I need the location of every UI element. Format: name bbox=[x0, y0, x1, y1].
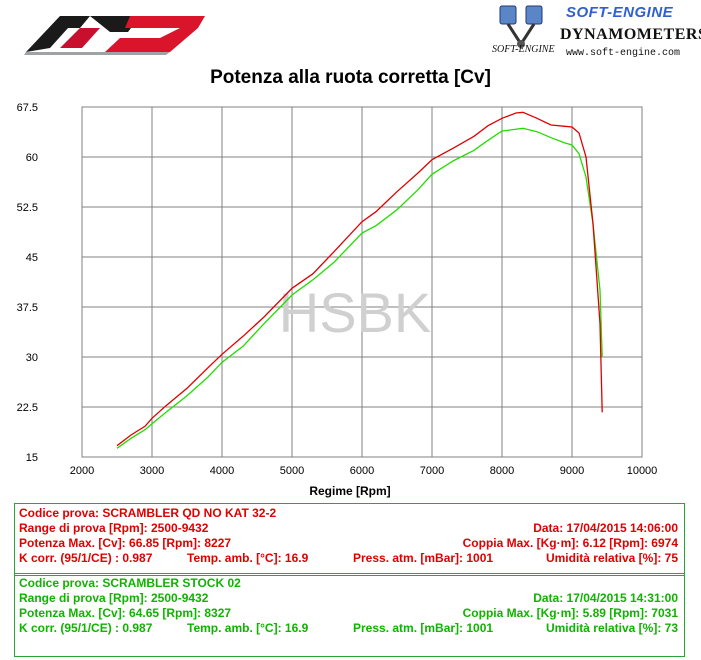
test-max-power: Potenza Max. [Cv]: 64.65 [Rpm]: 8327 bbox=[19, 606, 232, 620]
x-tick-label: 7000 bbox=[420, 465, 444, 477]
x-tick-label: 2000 bbox=[70, 465, 94, 477]
test-humidity: Umidità relativa [%]: 73 bbox=[545, 621, 678, 635]
qd-exhaust-logo bbox=[24, 16, 205, 55]
brand-subtitle: DYNAMOMETERS bbox=[560, 26, 701, 43]
series-line-2 bbox=[116, 127, 603, 449]
soft-engine-logo bbox=[499, 5, 543, 48]
test-max-torque: Coppia Max. [Kg·m]: 6.12 [Rpm]: 6974 bbox=[462, 536, 678, 550]
x-axis-ticks: 2000 3000 4000 5000 6000 7000 8000 9000 10000 bbox=[70, 465, 658, 477]
test-temp: Temp. amb. [°C]: 16.9 bbox=[187, 621, 309, 635]
y-tick-label: 60 bbox=[26, 152, 38, 164]
piston-icon bbox=[499, 5, 543, 48]
test-code: Codice prova: SCRAMBLER QD NO KAT 32-2 bbox=[19, 506, 277, 520]
y-axis-ticks: 15 22.5 30 37.5 45 52.5 60 67.5 bbox=[17, 102, 38, 464]
test-k-corr: K corr. (95/1/CE) : 0.987 bbox=[19, 621, 153, 635]
x-tick-label: 4000 bbox=[210, 465, 234, 477]
y-tick-label: 22.5 bbox=[17, 402, 38, 414]
x-tick-label: 9000 bbox=[560, 465, 584, 477]
test-info-panel-2: Codice prova: SCRAMBLER STOCK 02 Range d… bbox=[14, 573, 685, 657]
test-date: Data: 17/04/2015 14:31:00 bbox=[533, 591, 678, 605]
brand-name: SOFT-ENGINE bbox=[566, 4, 674, 21]
y-tick-label: 15 bbox=[26, 452, 38, 464]
test-code: Codice prova: SCRAMBLER STOCK 02 bbox=[19, 576, 241, 590]
y-tick-label: 30 bbox=[26, 352, 38, 364]
y-tick-label: 67.5 bbox=[17, 102, 38, 114]
test-pressure: Press. atm. [mBar]: 1001 bbox=[353, 551, 494, 565]
test-info-panel-1: Codice prova: SCRAMBLER QD NO KAT 32-2 R… bbox=[14, 503, 685, 576]
y-tick-label: 37.5 bbox=[17, 302, 38, 314]
series-lines bbox=[116, 111, 603, 449]
grid bbox=[81, 106, 643, 458]
y-tick-label: 52.5 bbox=[17, 202, 38, 214]
series-line-1 bbox=[116, 111, 603, 447]
x-axis-label: Regime [Rpm] bbox=[309, 484, 390, 498]
test-range: Range di prova [Rpm]: 2500-9432 bbox=[19, 521, 209, 535]
x-tick-label: 10000 bbox=[627, 465, 658, 477]
x-tick-label: 3000 bbox=[140, 465, 164, 477]
test-range: Range di prova [Rpm]: 2500-9432 bbox=[19, 591, 209, 605]
x-tick-label: 5000 bbox=[280, 465, 304, 477]
watermark-text: HSBK bbox=[279, 281, 432, 344]
test-max-torque: Coppia Max. [Kg·m]: 5.89 [Rpm]: 7031 bbox=[462, 606, 678, 620]
test-pressure: Press. atm. [mBar]: 1001 bbox=[353, 621, 494, 635]
chart-title: Potenza alla ruota corretta [Cv] bbox=[210, 67, 491, 88]
x-tick-label: 8000 bbox=[490, 465, 514, 477]
test-k-corr: K corr. (95/1/CE) : 0.987 bbox=[19, 551, 153, 565]
y-tick-label: 45 bbox=[26, 252, 38, 264]
brand-url: www.soft-engine.com bbox=[566, 48, 681, 59]
test-max-power: Potenza Max. [Cv]: 66.85 [Rpm]: 8227 bbox=[19, 536, 232, 550]
test-temp: Temp. amb. [°C]: 16.9 bbox=[187, 551, 309, 565]
brand-soft-engine: SOFT-ENGINE bbox=[492, 44, 555, 55]
test-date: Data: 17/04/2015 14:06:00 bbox=[533, 521, 678, 535]
power-chart: HSBK 15 22.5 30 37.5 45 52.5 60 67.5 2000 3000 40… bbox=[17, 102, 658, 498]
x-tick-label: 6000 bbox=[350, 465, 374, 477]
test-humidity: Umidità relativa [%]: 75 bbox=[545, 551, 678, 565]
